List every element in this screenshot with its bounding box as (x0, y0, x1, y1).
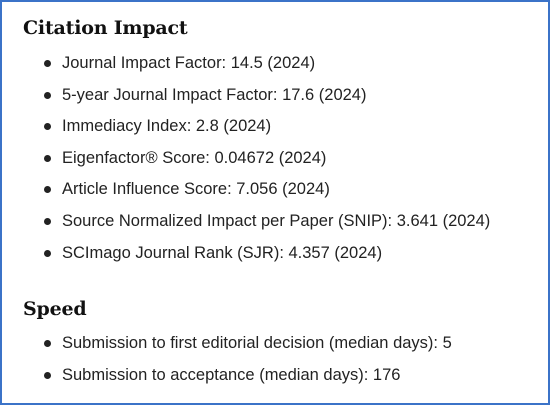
list-item: 5-year Journal Impact Factor: 17.6 (2024… (2, 80, 490, 112)
metric-label: Eigenfactor® Score: 0.04672 (2024) (62, 148, 327, 167)
speed-heading: Speed (23, 298, 87, 320)
list-item: Submission to first editorial decision (… (2, 328, 452, 360)
list-item: Article Influence Score: 7.056 (2024) (2, 174, 490, 206)
bullet-icon (44, 60, 51, 67)
bullet-icon (44, 217, 51, 225)
bullet-icon (44, 91, 51, 99)
metric-label: Submission to first editorial decision (… (62, 334, 452, 352)
metric-label: 5-year Journal Impact Factor: 17.6 (2024… (62, 85, 367, 104)
list-item: Immediacy Index: 2.8 (2024) (2, 111, 490, 143)
citation-impact-list: Journal Impact Factor: 14.5 (2024) 5-yea… (2, 48, 490, 269)
metric-label: SCImago Journal Rank (SJR): 4.357 (2024) (62, 243, 383, 262)
speed-list: Submission to first editorial decision (… (2, 328, 452, 391)
bullet-icon (44, 154, 51, 162)
metric-label: Article Influence Score: 7.056 (2024) (62, 180, 330, 199)
list-item: Eigenfactor® Score: 0.04672 (2024) (2, 143, 490, 175)
list-item: Source Normalized Impact per Paper (SNIP… (2, 206, 490, 238)
citation-impact-heading: Citation Impact (23, 17, 188, 39)
list-item: Journal Impact Factor: 14.5 (2024) (2, 48, 490, 80)
list-item: Submission to acceptance (median days): … (2, 360, 452, 392)
bullet-icon (44, 123, 51, 131)
bullet-icon (44, 249, 51, 257)
metric-label: Source Normalized Impact per Paper (SNIP… (62, 211, 491, 230)
bullet-icon (44, 340, 51, 347)
bullet-icon (44, 186, 51, 194)
metric-label: Submission to acceptance (median days): … (62, 365, 401, 384)
list-item: SCImago Journal Rank (SJR): 4.357 (2024) (2, 238, 490, 270)
metric-label: Journal Impact Factor: 14.5 (2024) (62, 54, 316, 72)
bullet-icon (44, 371, 51, 379)
metric-label: Immediacy Index: 2.8 (2024) (62, 117, 272, 136)
